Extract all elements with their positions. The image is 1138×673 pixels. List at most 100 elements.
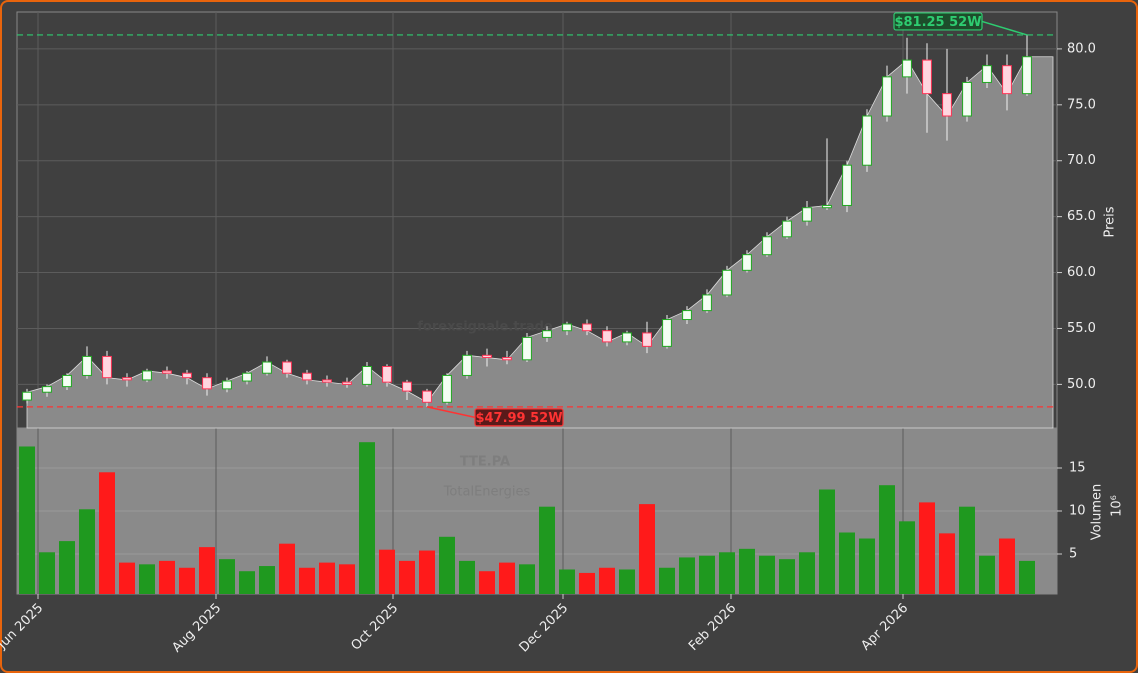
- volume-bar: [319, 562, 335, 594]
- volume-bar: [779, 559, 795, 594]
- volume-bar: [919, 502, 935, 594]
- candle-body: [222, 380, 232, 390]
- company-watermark: TotalEnergies: [443, 485, 531, 500]
- candle-body: [642, 332, 652, 347]
- candle-body: [62, 374, 72, 388]
- volume-bar: [399, 560, 415, 594]
- annotation-arrow: [981, 20, 1028, 36]
- volume-bar: [939, 533, 955, 594]
- candle-body: [762, 236, 772, 256]
- annotation-box: [474, 408, 564, 427]
- candle-body: [302, 372, 312, 381]
- volume-bar: [619, 569, 635, 594]
- candle-body: [502, 357, 512, 361]
- y-tick-label: 65.0: [1067, 209, 1096, 224]
- candle-body: [442, 374, 452, 403]
- candle-body: [142, 370, 152, 381]
- volume-bar: [879, 485, 895, 594]
- y-axis-label: Preis: [1103, 206, 1118, 237]
- annotation-arrow: [426, 406, 476, 419]
- candle-body: [422, 390, 432, 403]
- candle-body: [542, 330, 552, 338]
- y-tick-label: 75.0: [1067, 97, 1096, 112]
- volume-bar: [479, 571, 495, 594]
- x-tick-label: Dec 2025: [517, 601, 572, 656]
- candle-body: [382, 365, 392, 383]
- volume-bar: [899, 521, 915, 594]
- volume-bar: [639, 504, 655, 594]
- volume-bar: [379, 549, 395, 594]
- volume-bar: [19, 446, 35, 594]
- volume-bar: [599, 567, 615, 594]
- candle-body: [462, 354, 472, 376]
- volume-bar: [199, 547, 215, 594]
- ticker-watermark: TTE.PA: [460, 455, 510, 470]
- candle-body: [962, 81, 972, 117]
- candle-body: [702, 294, 712, 312]
- volume-bar: [519, 564, 535, 594]
- candle-body: [1022, 56, 1032, 95]
- x-tick-label: Aug 2025: [169, 601, 224, 656]
- y-tick-label: 80.0: [1067, 41, 1096, 56]
- volume-bar: [79, 509, 95, 594]
- volume-bar: [459, 560, 475, 594]
- candle-body: [242, 372, 252, 382]
- candle-body: [582, 323, 592, 332]
- candle-body: [722, 269, 732, 296]
- candle-body: [402, 381, 412, 392]
- candle-body: [482, 354, 492, 359]
- candle-body: [102, 355, 112, 379]
- annotation-label: $47.99 52W: [475, 411, 562, 426]
- volume-bar: [259, 566, 275, 594]
- volume-bar: [819, 489, 835, 594]
- volume-bar: [59, 541, 75, 594]
- candle-body: [742, 254, 752, 271]
- volume-bar: [179, 567, 195, 594]
- candle-body: [782, 220, 792, 238]
- candle-body: [602, 330, 612, 343]
- volume-bar: [999, 538, 1015, 594]
- candle-body: [902, 59, 912, 78]
- candle-body: [282, 361, 292, 374]
- candle-body: [262, 361, 272, 374]
- candle-body: [342, 381, 352, 385]
- watermark: forexsignale.trade: [417, 320, 553, 335]
- candle-body: [922, 59, 932, 95]
- y-tick-label: 60.0: [1067, 265, 1096, 280]
- volume-bar: [299, 567, 315, 594]
- candle-body: [682, 310, 692, 321]
- candle-body: [162, 370, 172, 374]
- volume-bar: [859, 538, 875, 594]
- candle-body: [942, 93, 952, 117]
- volume-bar: [39, 552, 55, 594]
- annotation-box: [893, 12, 983, 31]
- volume-bar: [239, 571, 255, 594]
- volume-bar: [699, 555, 715, 594]
- candle-body: [122, 377, 132, 381]
- candle-body: [1002, 65, 1012, 95]
- volume-bar: [1019, 560, 1035, 594]
- candle-body: [522, 336, 532, 361]
- volume-bar: [679, 557, 695, 594]
- volume-bar: [419, 550, 435, 594]
- candle-body: [562, 323, 572, 332]
- candle-body: [22, 391, 32, 401]
- x-tick-label: Feb 2026: [686, 601, 739, 654]
- volume-unit: 10⁶: [1110, 495, 1125, 517]
- volume-bar: [99, 472, 115, 594]
- candle-body: [842, 164, 852, 206]
- candle-body: [662, 319, 672, 347]
- candle-body: [322, 379, 332, 383]
- candle-body: [622, 332, 632, 343]
- x-tick-label: Oct 2025: [348, 601, 401, 654]
- volume-bar: [979, 555, 995, 594]
- y-tick-label: 70.0: [1067, 153, 1096, 168]
- volume-bar: [359, 442, 375, 594]
- candle-body: [822, 204, 832, 209]
- volume-bar: [799, 552, 815, 594]
- volume-bar: [119, 562, 135, 594]
- volume-bar: [539, 506, 555, 594]
- volume-bar: [499, 562, 515, 594]
- volume-bar: [139, 564, 155, 594]
